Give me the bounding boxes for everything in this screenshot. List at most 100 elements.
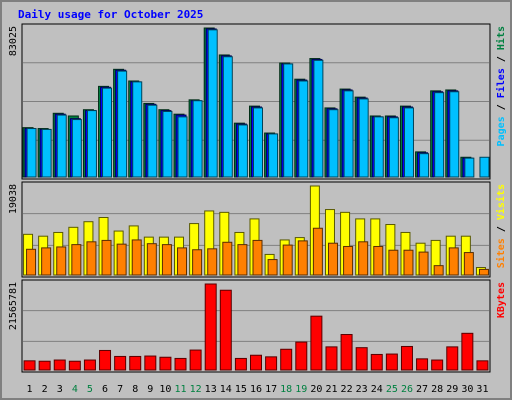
- bar-kbytes-day-6: [99, 349, 112, 371]
- bar-kbytes-day-1: [23, 360, 36, 371]
- legend-entry-pages: Pages: [496, 116, 507, 146]
- bar-sites-day-30: [463, 252, 474, 276]
- bar-pages-day-22: [343, 90, 354, 178]
- bar-sites-day-26: [403, 249, 414, 276]
- x-tick-label-day-17: 17: [265, 384, 277, 395]
- x-tick-label-day-6: 6: [102, 384, 108, 395]
- legend-entry-visits: Visits: [495, 184, 507, 220]
- bar-pages-day-24: [373, 116, 384, 178]
- bar-sites-day-4: [71, 244, 82, 276]
- y-max-label-hits-files-pages: 83025: [8, 26, 19, 56]
- x-tick-label-day-4: 4: [72, 384, 78, 395]
- x-tick-label-day-14: 14: [220, 384, 232, 395]
- bar-sites-day-3: [56, 246, 67, 276]
- bar-sites-day-24: [373, 245, 384, 276]
- bar-kbytes-day-4: [68, 360, 81, 371]
- x-tick-label-day-19: 19: [295, 384, 307, 395]
- x-tick-label-day-28: 28: [431, 384, 443, 395]
- bar-kbytes-day-22: [340, 334, 353, 371]
- bar-kbytes-day-18: [280, 348, 293, 371]
- bar-kbytes-day-12: [189, 349, 202, 371]
- daily-usage-chart: Daily usage for October 2025 83025Pages …: [8, 8, 507, 395]
- y-max-label-visits-sites: 19038: [8, 184, 19, 214]
- x-tick-label-day-7: 7: [117, 384, 123, 395]
- bar-kbytes-day-21: [325, 346, 338, 371]
- bar-sites-day-14: [222, 241, 233, 276]
- x-tick-label-day-12: 12: [190, 384, 202, 395]
- bar-kbytes-day-27: [416, 358, 429, 371]
- bar-pages-day-8: [132, 81, 143, 178]
- bar-sites-day-31: [478, 268, 489, 276]
- x-tick-label-day-13: 13: [205, 384, 217, 395]
- x-tick-label-day-27: 27: [416, 384, 428, 395]
- legend-entry-kbytes: KBytes: [496, 282, 507, 318]
- bar-sites-day-20: [312, 227, 323, 276]
- x-tick-label-day-15: 15: [235, 384, 247, 395]
- bar-sites-day-5: [86, 241, 97, 276]
- legend-entry-sites: Sites: [495, 238, 507, 268]
- bar-kbytes-day-29: [446, 346, 459, 371]
- x-tick-label-day-22: 22: [341, 384, 353, 395]
- x-tick-label-day-23: 23: [356, 384, 368, 395]
- bar-kbytes-day-24: [370, 353, 383, 371]
- bar-pages-day-6: [102, 87, 113, 178]
- bar-sites-day-22: [343, 245, 354, 276]
- bar-kbytes-day-28: [431, 359, 444, 371]
- bar-pages-day-1: [26, 128, 37, 178]
- x-tick-label-day-20: 20: [310, 384, 322, 395]
- bar-pages-day-3: [56, 114, 67, 178]
- x-tick-label-day-26: 26: [401, 384, 413, 395]
- bar-kbytes-day-13: [204, 283, 217, 371]
- x-tick-label-day-29: 29: [446, 384, 458, 395]
- legend-entry-files: Files: [495, 68, 507, 98]
- bar-kbytes-day-26: [400, 345, 413, 371]
- bar-pages-day-10: [162, 110, 173, 178]
- bar-sites-day-29: [448, 247, 459, 276]
- bar-kbytes-day-16: [250, 354, 262, 371]
- bar-pages-day-28: [434, 92, 445, 178]
- bar-sites-day-6: [101, 239, 112, 276]
- bar-pages-day-31: [479, 156, 490, 178]
- bar-pages-day-23: [358, 98, 369, 178]
- legend-entry-hits: Hits: [495, 26, 507, 50]
- bar-pages-day-16: [253, 107, 263, 178]
- legend-separator: /: [496, 50, 507, 68]
- bar-pages-day-11: [177, 116, 188, 178]
- x-tick-label-day-5: 5: [87, 384, 93, 395]
- bar-pages-day-12: [192, 100, 203, 178]
- bar-sites-day-9: [146, 243, 157, 276]
- bar-kbytes-day-23: [355, 347, 368, 371]
- bar-pages-day-19: [298, 80, 309, 178]
- bar-kbytes-day-3: [53, 359, 66, 371]
- x-tick-label-day-18: 18: [280, 384, 292, 395]
- bar-kbytes-day-14: [219, 289, 232, 371]
- bar-pages-day-26: [403, 107, 414, 178]
- bar-pages-day-20: [313, 59, 324, 178]
- y-max-label-kbytes: 21565781: [8, 282, 19, 330]
- bar-pages-day-13: [207, 29, 218, 178]
- bar-pages-day-21: [328, 109, 339, 178]
- bar-kbytes-day-20: [310, 315, 323, 371]
- x-tick-label-day-16: 16: [250, 384, 262, 395]
- bar-pages-day-14: [222, 56, 233, 178]
- bar-pages-day-2: [41, 128, 52, 178]
- bar-sites-day-28: [433, 265, 444, 276]
- bar-kbytes-day-10: [159, 356, 172, 371]
- legend-kbytes: KBytes: [496, 282, 507, 318]
- bar-pages-day-18: [283, 63, 294, 178]
- x-tick-label-day-9: 9: [147, 384, 153, 395]
- x-tick-label-day-31: 31: [476, 384, 488, 395]
- bar-pages-day-9: [147, 104, 158, 178]
- bar-pages-day-17: [268, 133, 279, 178]
- x-tick-label-day-2: 2: [42, 384, 48, 395]
- legend-separator: /: [496, 220, 507, 238]
- x-tick-label-day-24: 24: [371, 384, 383, 395]
- bar-pages-day-5: [86, 110, 97, 178]
- chart-title: Daily usage for October 2025: [18, 8, 203, 21]
- bar-kbytes-day-31: [476, 360, 489, 371]
- bar-kbytes-day-5: [83, 359, 96, 371]
- bar-kbytes-day-30: [461, 332, 474, 371]
- x-tick-label-day-8: 8: [132, 384, 138, 395]
- bar-pages-day-29: [449, 91, 460, 178]
